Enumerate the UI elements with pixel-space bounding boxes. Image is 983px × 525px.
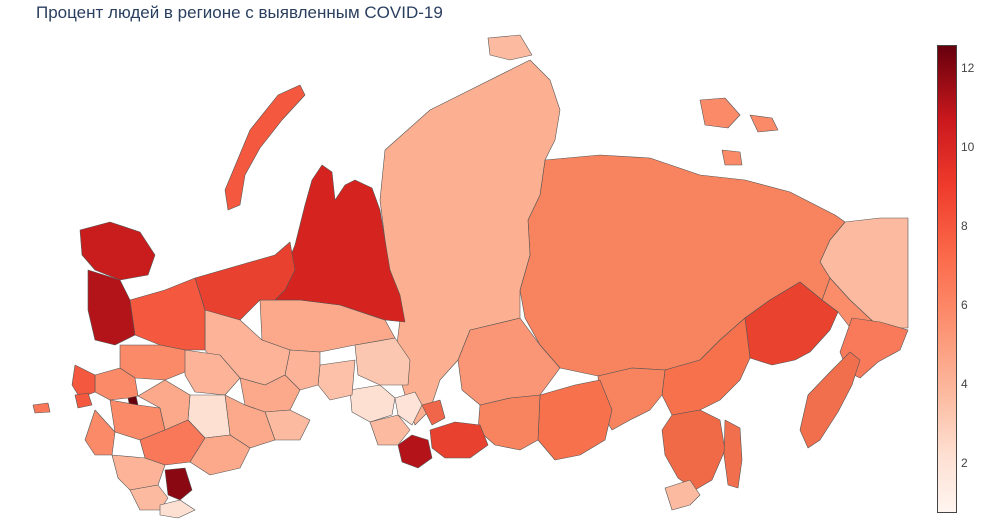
region-altai-krai[interactable] xyxy=(369,414,411,446)
region-arctic-island-a[interactable] xyxy=(487,34,533,61)
region-sakhalin[interactable] xyxy=(723,419,743,489)
colorbar-tick-4: 4 xyxy=(961,377,968,391)
colorbar xyxy=(937,45,957,513)
colorbar-tick-8: 8 xyxy=(961,219,968,233)
region-khakassia[interactable] xyxy=(421,399,446,426)
region-central-e[interactable] xyxy=(84,409,116,456)
region-altai-republic[interactable] xyxy=(397,434,433,469)
region-arkhangelsk[interactable] xyxy=(129,277,206,351)
region-murmansk[interactable] xyxy=(79,221,156,281)
region-stavropol[interactable] xyxy=(164,467,193,501)
colorbar-tick-6: 6 xyxy=(961,298,968,312)
region-krasnoyarsk[interactable] xyxy=(379,59,561,426)
region-novaya-zemlya[interactable] xyxy=(224,84,306,211)
region-omsk[interactable] xyxy=(317,359,356,401)
region-central-a[interactable] xyxy=(94,367,139,401)
region-novosibirsk[interactable] xyxy=(349,384,396,423)
region-dagestan[interactable] xyxy=(159,499,196,519)
region-western-small[interactable] xyxy=(74,392,93,409)
colorbar-tick-2: 2 xyxy=(961,456,968,470)
colorbar-tick-12: 12 xyxy=(961,61,975,75)
map-title: Процент людей в регионе с выявленным COV… xyxy=(36,3,443,22)
region-kaliningrad[interactable] xyxy=(32,402,51,414)
region-jewish-ao[interactable] xyxy=(664,479,701,511)
region-kamchatka-peninsula[interactable] xyxy=(799,351,861,449)
region-kemerovo[interactable] xyxy=(394,391,423,426)
region-arctic-island-d[interactable] xyxy=(721,149,743,166)
region-arctic-island-c[interactable] xyxy=(749,114,779,133)
region-irkutsk[interactable] xyxy=(457,317,561,406)
region-zabaykalsky[interactable] xyxy=(537,379,613,461)
region-karelia[interactable] xyxy=(87,269,136,346)
region-tyva[interactable] xyxy=(429,421,489,459)
region-central-b[interactable] xyxy=(71,364,96,399)
region-yamalo-nenets[interactable] xyxy=(274,164,406,323)
region-saratov[interactable] xyxy=(189,434,251,476)
colorbar-tick-10: 10 xyxy=(961,140,975,154)
region-primorye[interactable] xyxy=(661,409,726,491)
region-arctic-island-b[interactable] xyxy=(699,97,741,129)
region-khabarovsk[interactable] xyxy=(744,281,839,366)
